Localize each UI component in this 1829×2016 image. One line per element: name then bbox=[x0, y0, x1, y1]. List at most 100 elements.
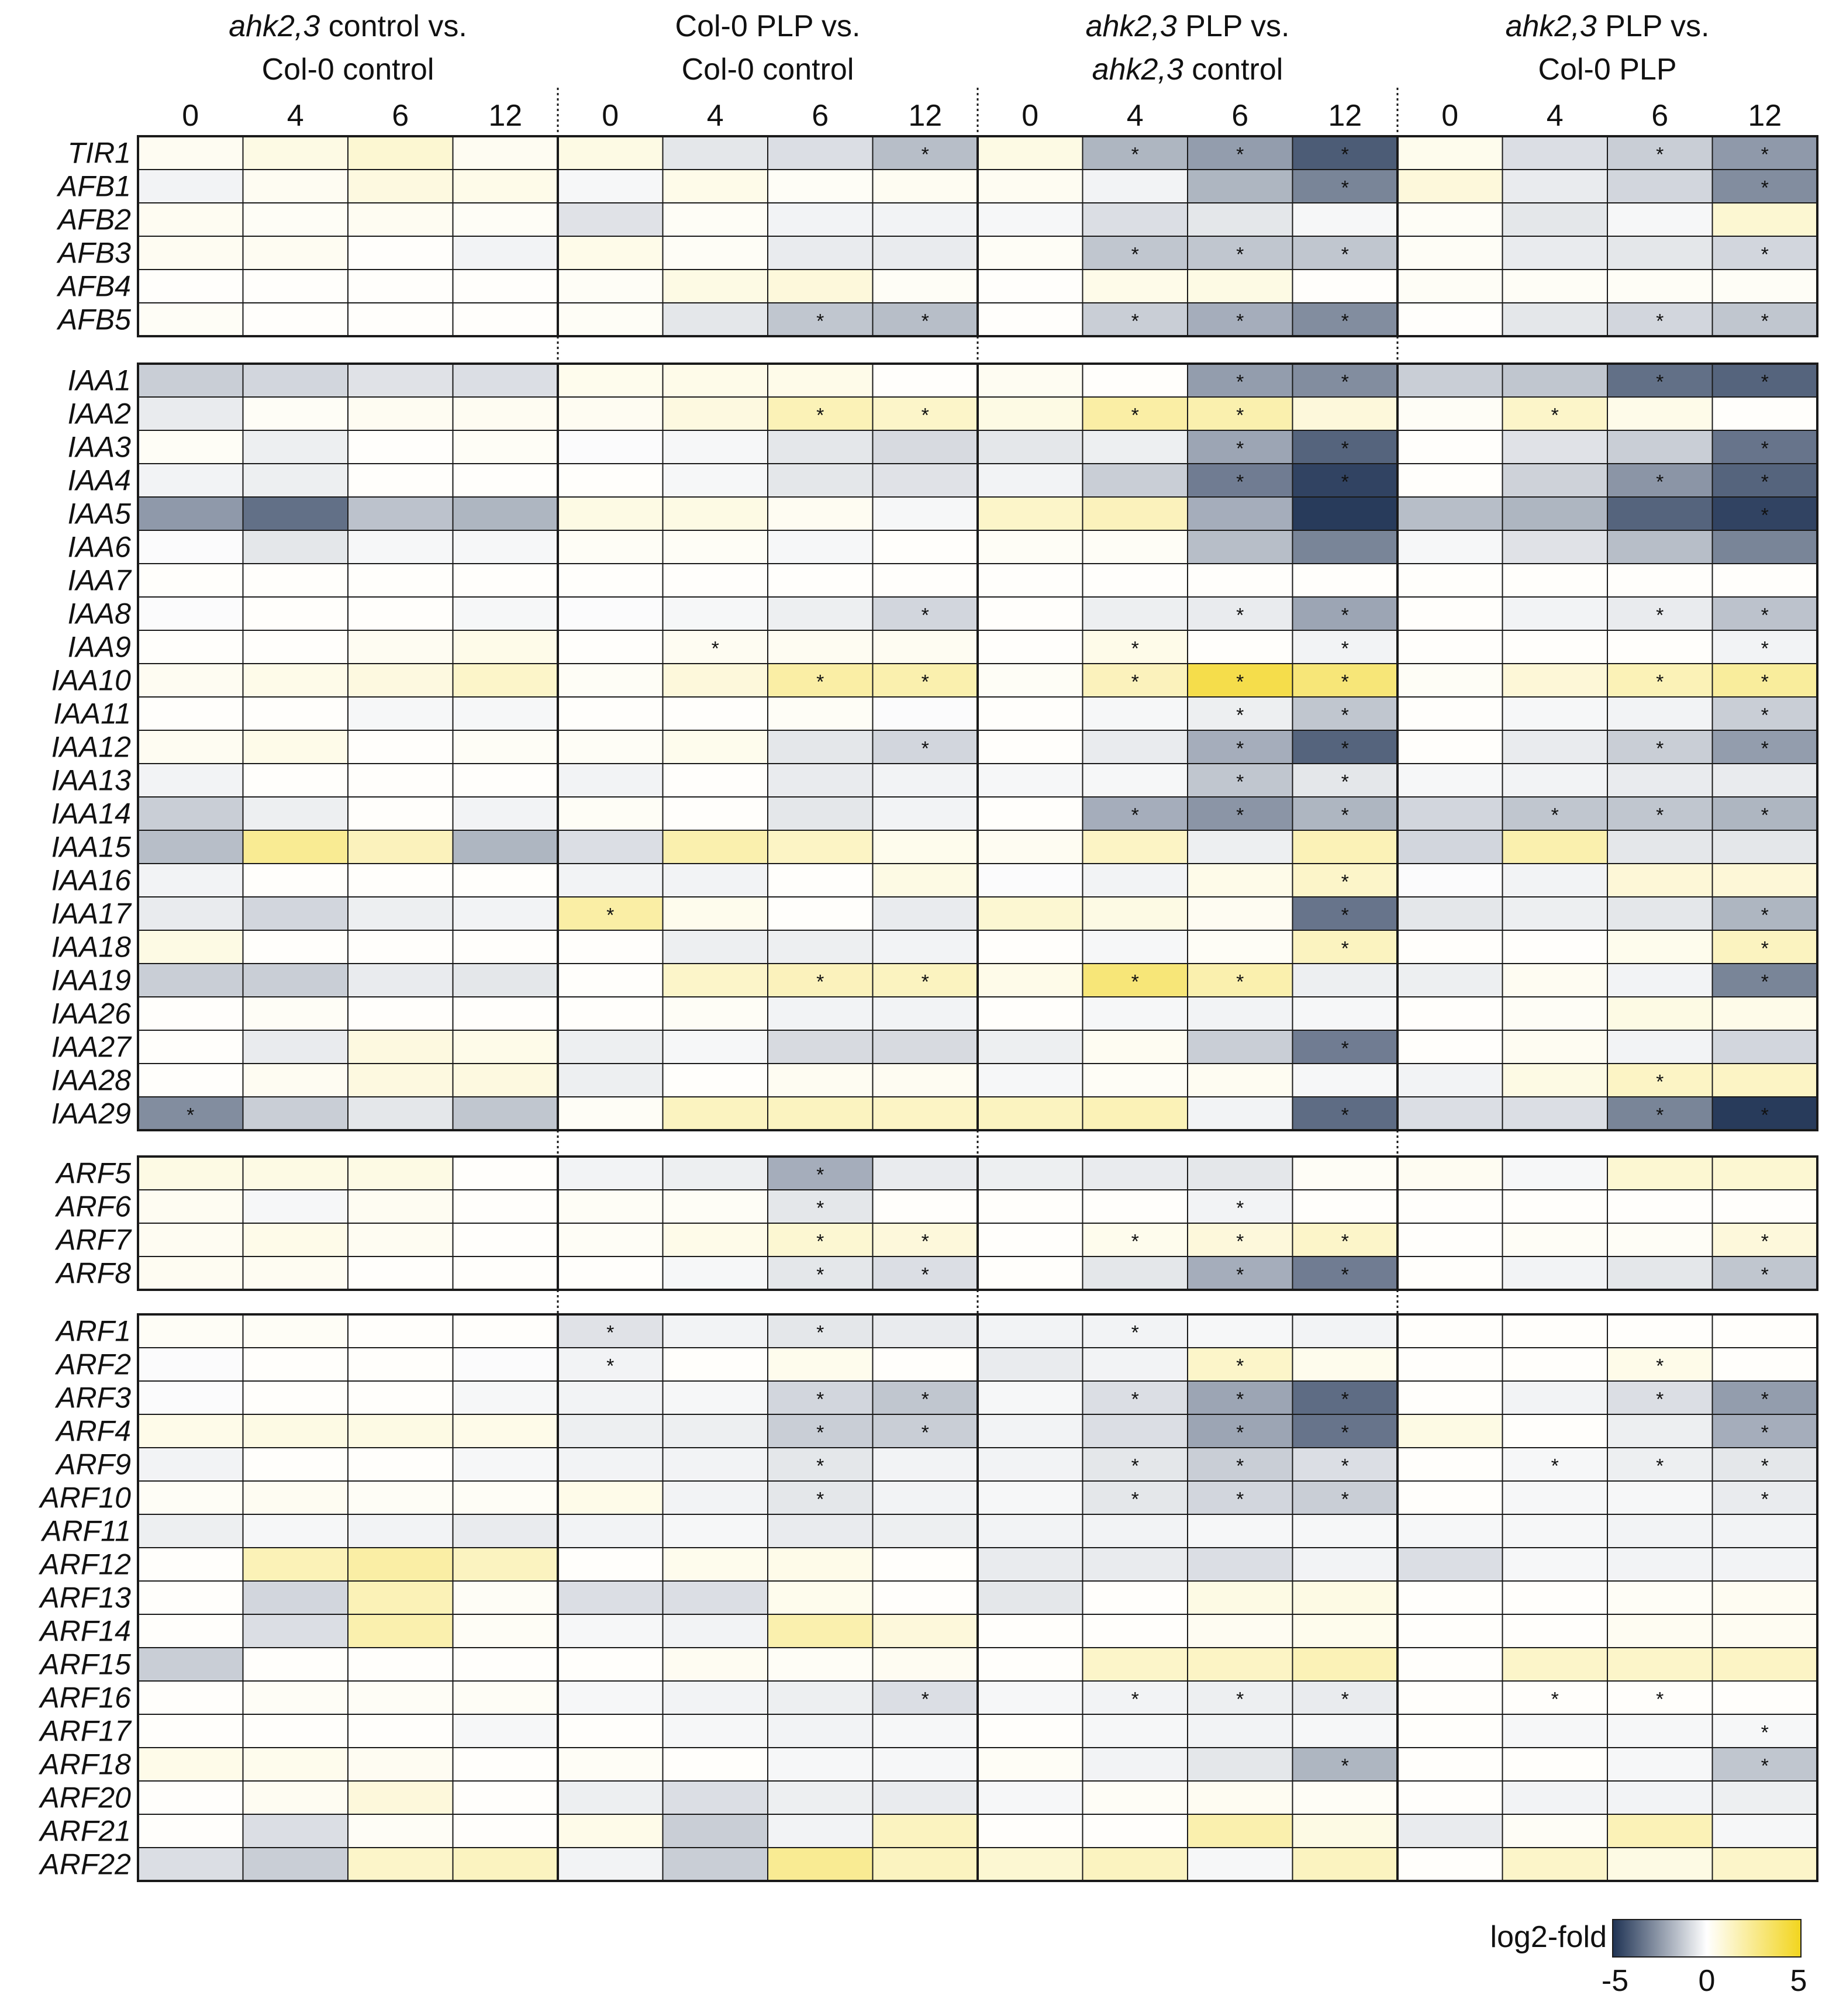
heatmap-cell bbox=[1082, 1447, 1188, 1482]
heatmap-cell bbox=[242, 1847, 348, 1882]
timepoint-labels: 0 4 6 12 0 4 6 12 0 4 6 12 0 4 6 12 bbox=[182, 99, 1782, 133]
heatmap-cell bbox=[872, 630, 978, 664]
heatmap-cell bbox=[767, 1714, 874, 1748]
heatmap-cell bbox=[1502, 563, 1608, 598]
gene-label: IAA10 bbox=[51, 664, 131, 697]
timepoint-label: 0 bbox=[602, 99, 619, 133]
heatmap-cell bbox=[242, 463, 348, 498]
heatmap-cell bbox=[557, 1096, 664, 1131]
heatmap-cell bbox=[872, 1680, 978, 1715]
heatmap-cell bbox=[1187, 1480, 1293, 1515]
heatmap-cell bbox=[1187, 1747, 1293, 1782]
heatmap-cell bbox=[662, 763, 768, 798]
heatmap-cell bbox=[557, 896, 664, 931]
heatmap-cell bbox=[1711, 963, 1818, 997]
heatmap-cell bbox=[242, 696, 348, 731]
significance-star: * bbox=[922, 1264, 929, 1286]
heatmap-cell bbox=[1502, 269, 1608, 303]
heatmap-cell bbox=[242, 1223, 348, 1257]
heatmap-cell bbox=[557, 136, 664, 170]
heatmap-cell bbox=[1502, 730, 1608, 764]
heatmap-cell bbox=[767, 1547, 874, 1582]
significance-star: * bbox=[922, 671, 929, 693]
heatmap-cell bbox=[872, 1647, 978, 1682]
heatmap-cell bbox=[1397, 496, 1503, 531]
heatmap-cell bbox=[872, 1256, 978, 1290]
heatmap-cell bbox=[242, 1714, 348, 1748]
heatmap-cell bbox=[1187, 763, 1293, 798]
heatmap-cell bbox=[872, 1156, 978, 1190]
heatmap-cell bbox=[1607, 896, 1713, 931]
heatmap-cell bbox=[767, 1514, 874, 1548]
heatmap-cell bbox=[662, 996, 768, 1031]
heatmap-cell bbox=[1607, 1447, 1713, 1482]
heatmap-cell bbox=[242, 1314, 348, 1348]
gene-label: ARF7 bbox=[54, 1224, 132, 1256]
heatmap-cell bbox=[977, 896, 1083, 931]
significance-star: * bbox=[1236, 471, 1244, 493]
heatmap-cell bbox=[1187, 1447, 1293, 1482]
heatmap-cell bbox=[872, 202, 978, 237]
heatmap-cell bbox=[1502, 963, 1608, 997]
heatmap-cell bbox=[1711, 996, 1818, 1031]
heatmap-cell bbox=[1711, 1096, 1818, 1131]
heatmap-cell bbox=[1082, 1747, 1188, 1782]
heatmap-cell bbox=[1187, 863, 1293, 897]
heatmap-cell bbox=[662, 630, 768, 664]
heatmap-cell bbox=[242, 1547, 348, 1582]
heatmap-cell bbox=[557, 1480, 664, 1515]
heatmap-cell bbox=[1187, 963, 1293, 997]
heatmap-cell bbox=[1502, 930, 1608, 964]
heatmap-cell bbox=[1607, 236, 1713, 270]
heatmap-cell bbox=[557, 1747, 664, 1782]
significance-star: * bbox=[816, 671, 824, 693]
heatmap-cell bbox=[872, 1314, 978, 1348]
colorbar: log2-fold -5 0 5 bbox=[1490, 1919, 1807, 1998]
heatmap-cell bbox=[557, 630, 664, 664]
heatmap-cell bbox=[347, 302, 454, 337]
heatmap-cell bbox=[1082, 430, 1188, 464]
heatmap-cell bbox=[1711, 1063, 1818, 1097]
heatmap-cell bbox=[1082, 1030, 1188, 1064]
heatmap-cell bbox=[1711, 1156, 1818, 1190]
heatmap-cell bbox=[1397, 1314, 1503, 1348]
heatmap-cell bbox=[347, 630, 454, 664]
heatmap-cell bbox=[977, 1347, 1083, 1382]
significance-star: * bbox=[1761, 371, 1769, 393]
significance-star: * bbox=[1236, 1389, 1244, 1411]
gene-label: ARF22 bbox=[38, 1848, 131, 1881]
significance-star: * bbox=[1131, 671, 1139, 693]
heatmap-cell bbox=[662, 596, 768, 631]
heatmap-cell bbox=[452, 696, 558, 731]
significance-star: * bbox=[1656, 1455, 1664, 1478]
heatmap-cell bbox=[347, 202, 454, 237]
heatmap-cell bbox=[977, 496, 1083, 531]
heatmap-cell bbox=[347, 1847, 454, 1882]
heatmap-cell bbox=[872, 1223, 978, 1257]
heatmap-cell bbox=[1187, 1414, 1293, 1448]
gene-label: AFB3 bbox=[56, 237, 131, 270]
timepoint-label: 6 bbox=[1231, 99, 1248, 133]
heatmap-cell bbox=[977, 1096, 1083, 1131]
heatmap-cell bbox=[977, 236, 1083, 270]
heatmap-cell bbox=[347, 169, 454, 203]
heatmap-cell bbox=[1607, 1480, 1713, 1515]
heatmap-cell bbox=[1397, 696, 1503, 731]
heatmap-cell bbox=[1187, 302, 1293, 337]
heatmap-cell bbox=[1397, 1414, 1503, 1448]
heatmap-cell bbox=[662, 169, 768, 203]
heatmap-cell bbox=[767, 202, 874, 237]
gene-label: IAA15 bbox=[51, 831, 131, 864]
heatmap-cell bbox=[1082, 169, 1188, 203]
timepoint-label: 0 bbox=[182, 99, 199, 133]
heatmap-cell bbox=[1082, 1514, 1188, 1548]
gene-label: IAA2 bbox=[68, 398, 132, 430]
significance-star: * bbox=[816, 971, 824, 993]
heatmap-cell bbox=[977, 1847, 1083, 1882]
heatmap-cell bbox=[1292, 730, 1398, 764]
heatmap-cell bbox=[347, 663, 454, 698]
heatmap-cell bbox=[242, 430, 348, 464]
heatmap-cell bbox=[452, 730, 558, 764]
heatmap-cell bbox=[977, 863, 1083, 897]
heatmap-cell bbox=[1082, 863, 1188, 897]
